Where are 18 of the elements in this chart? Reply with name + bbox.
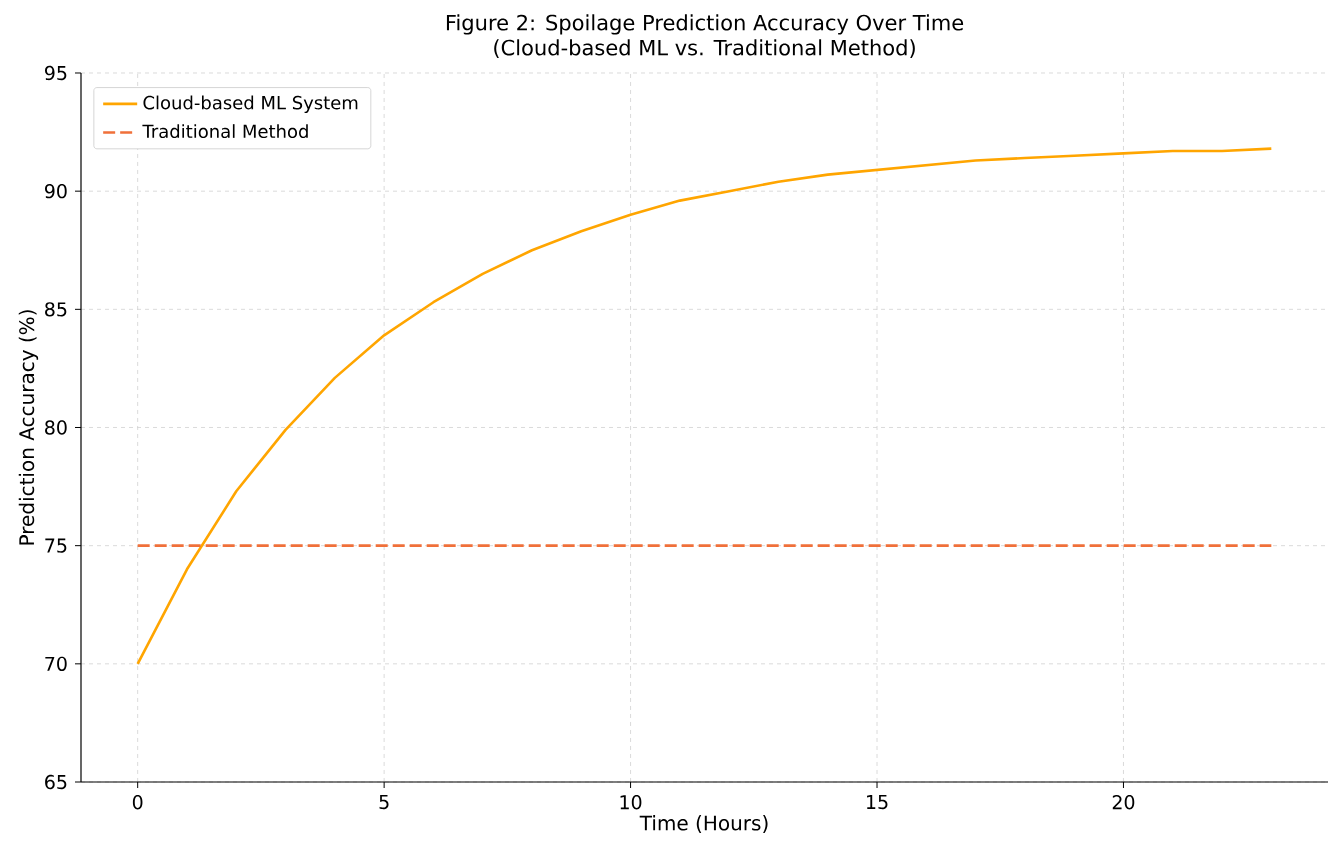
- x-axis-title: Time (Hours): [639, 815, 768, 833]
- y-axis-title: Prediction Accuracy (%): [18, 310, 39, 545]
- x-tick-label: 10: [620, 795, 642, 810]
- y-tick-label: 95: [44, 65, 67, 81]
- x-tick-label: 15: [867, 795, 888, 810]
- legend-label: Cloud-based ML System: [143, 95, 358, 113]
- y-tick-label: 85: [45, 302, 67, 317]
- y-tick-label: 90: [44, 183, 67, 199]
- y-tick-label: 70: [45, 656, 67, 672]
- y-tick-label: 75: [45, 538, 67, 553]
- x-tick-label: 20: [1112, 795, 1135, 810]
- x-tick-label: 5: [379, 795, 389, 810]
- y-tick-label: 65: [45, 774, 67, 790]
- y-tick-label: 80: [45, 420, 67, 435]
- x-tick-label: 0: [132, 795, 143, 810]
- chart-subtitle: (Cloud-based ML vs. Traditional Method): [494, 39, 915, 59]
- chart-title: Figure 2: Spoilage Prediction Accuracy Over Time: [446, 14, 964, 35]
- legend-label: Traditional Method: [142, 124, 308, 139]
